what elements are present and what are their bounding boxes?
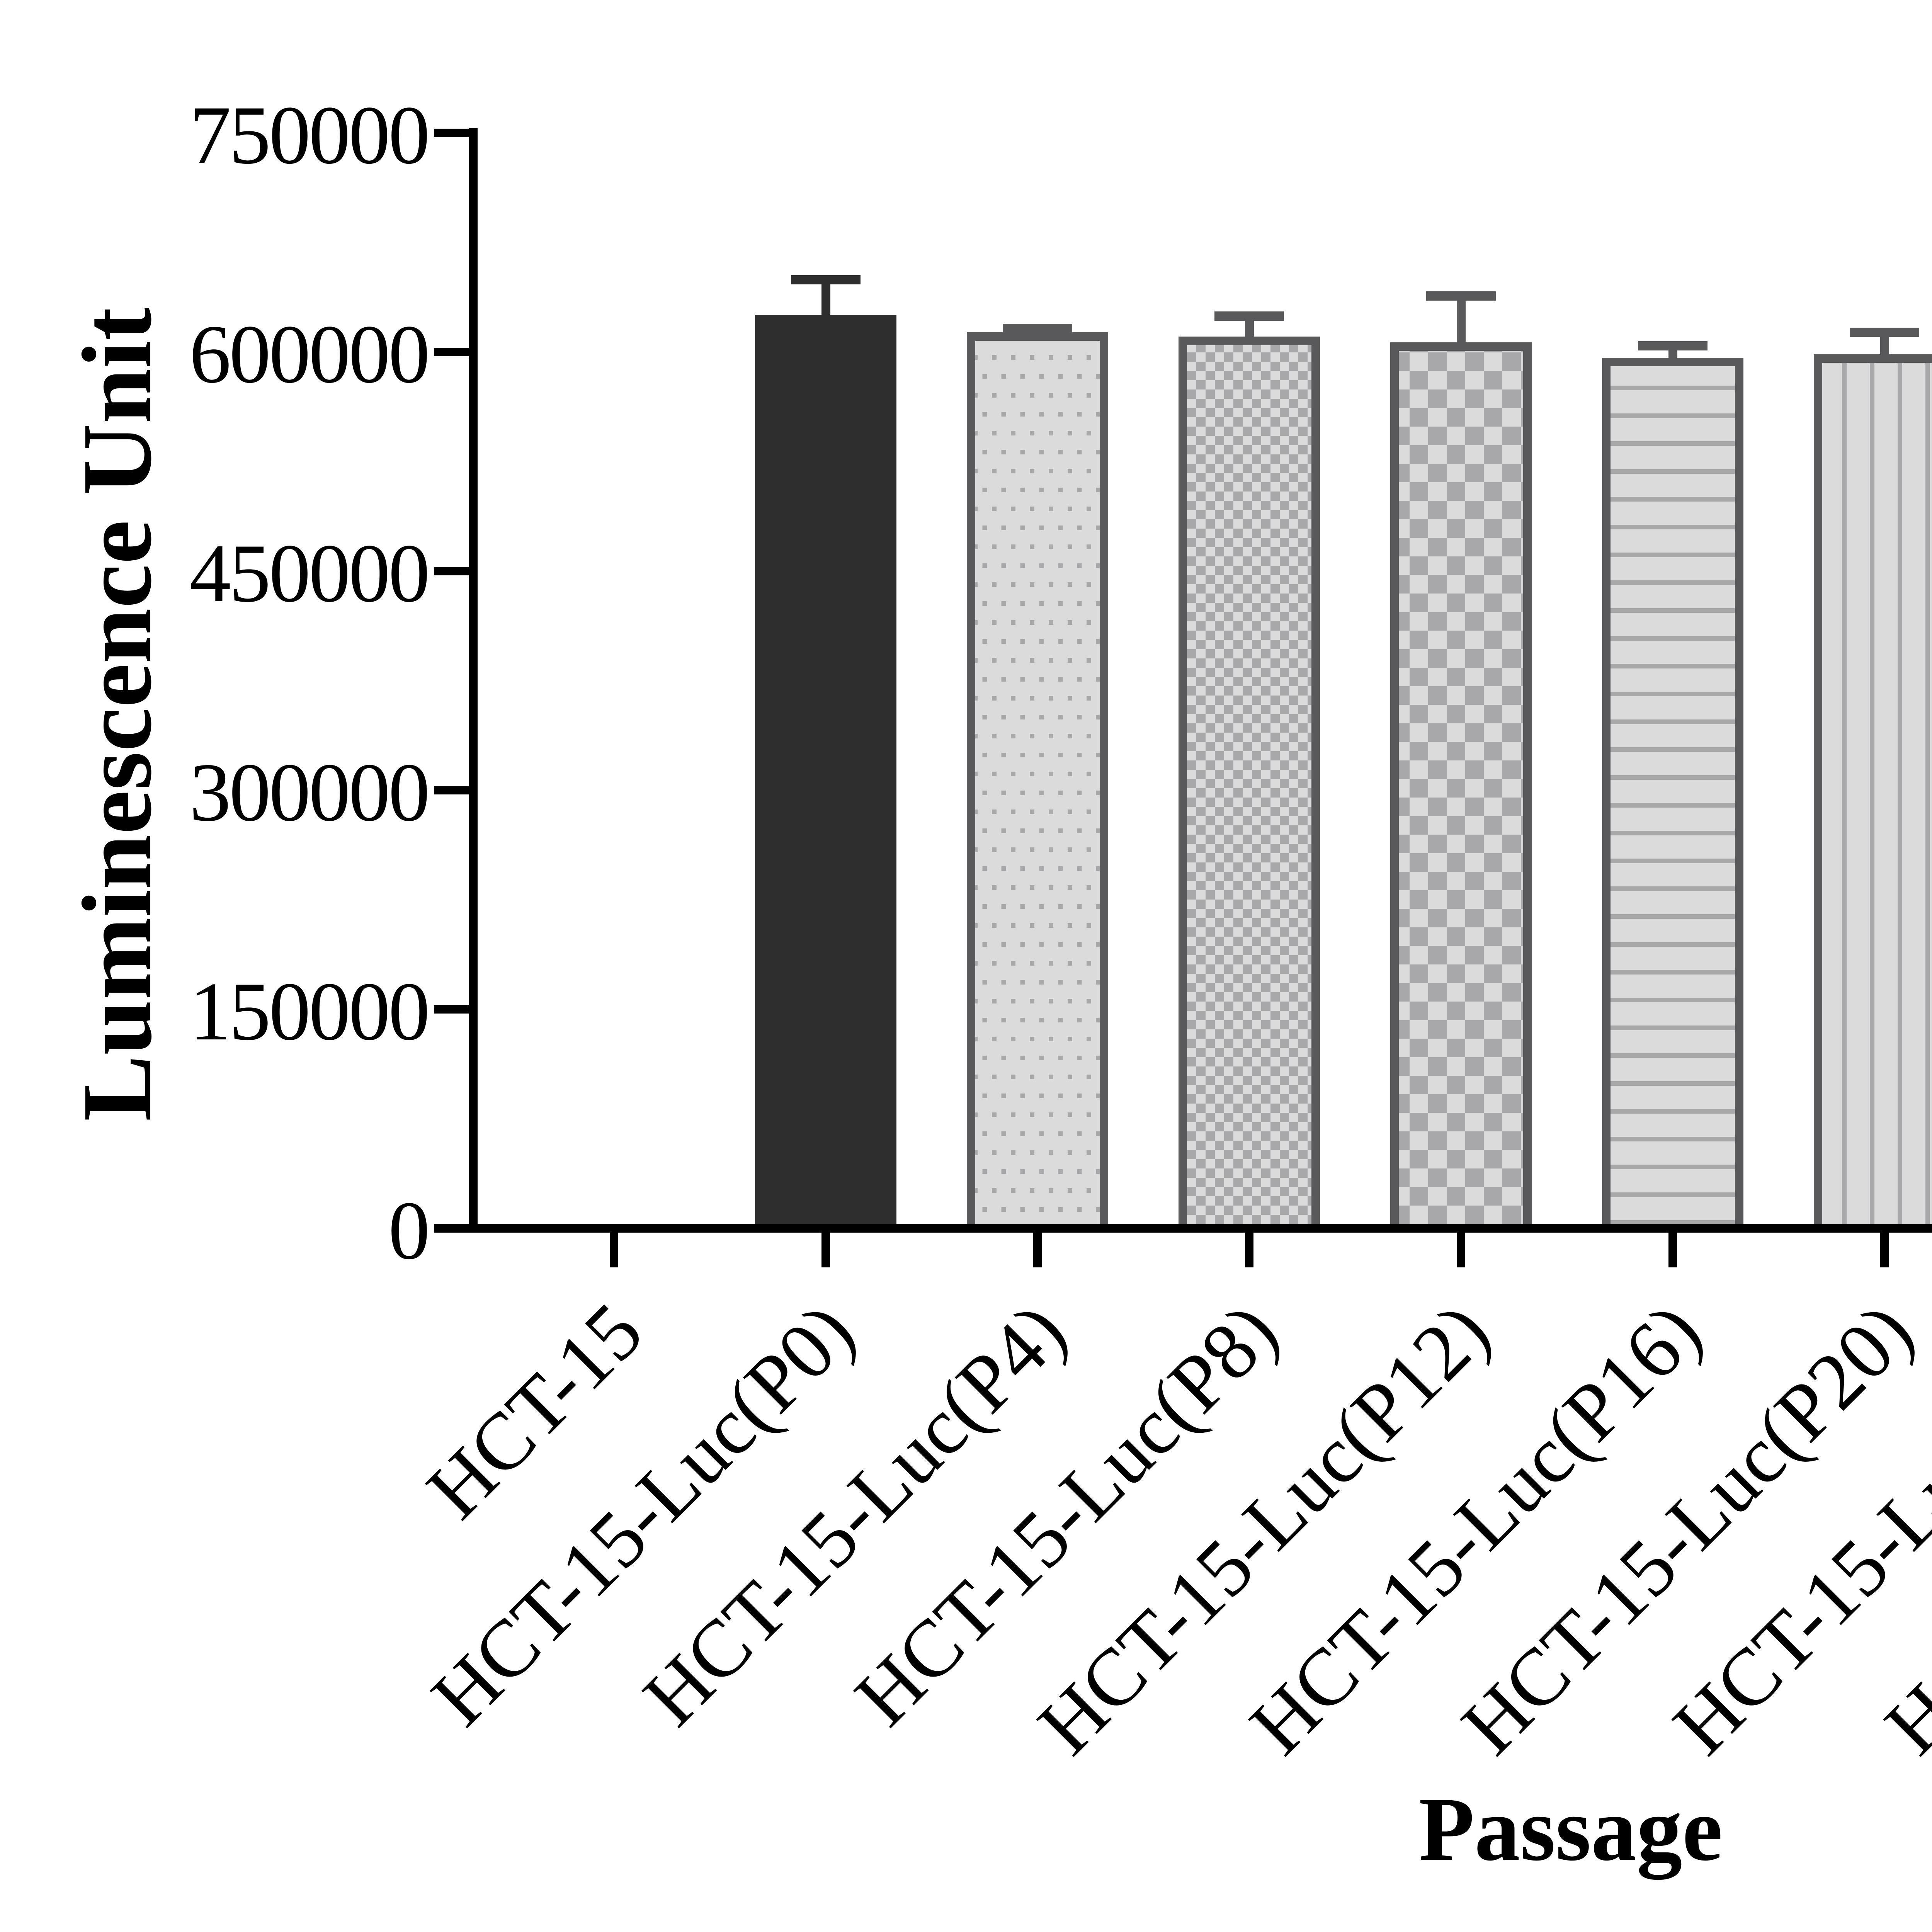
svg-text:0: 0	[388, 1184, 428, 1277]
svg-text:Passage: Passage	[1419, 1779, 1723, 1880]
svg-text:150000: 150000	[189, 965, 428, 1058]
svg-text:600000: 600000	[189, 308, 428, 400]
svg-text:450000: 450000	[189, 527, 428, 619]
svg-text:300000: 300000	[189, 746, 428, 838]
svg-text:Luminescence Unit: Luminescence Unit	[62, 306, 172, 1121]
svg-text:750000: 750000	[189, 89, 428, 181]
